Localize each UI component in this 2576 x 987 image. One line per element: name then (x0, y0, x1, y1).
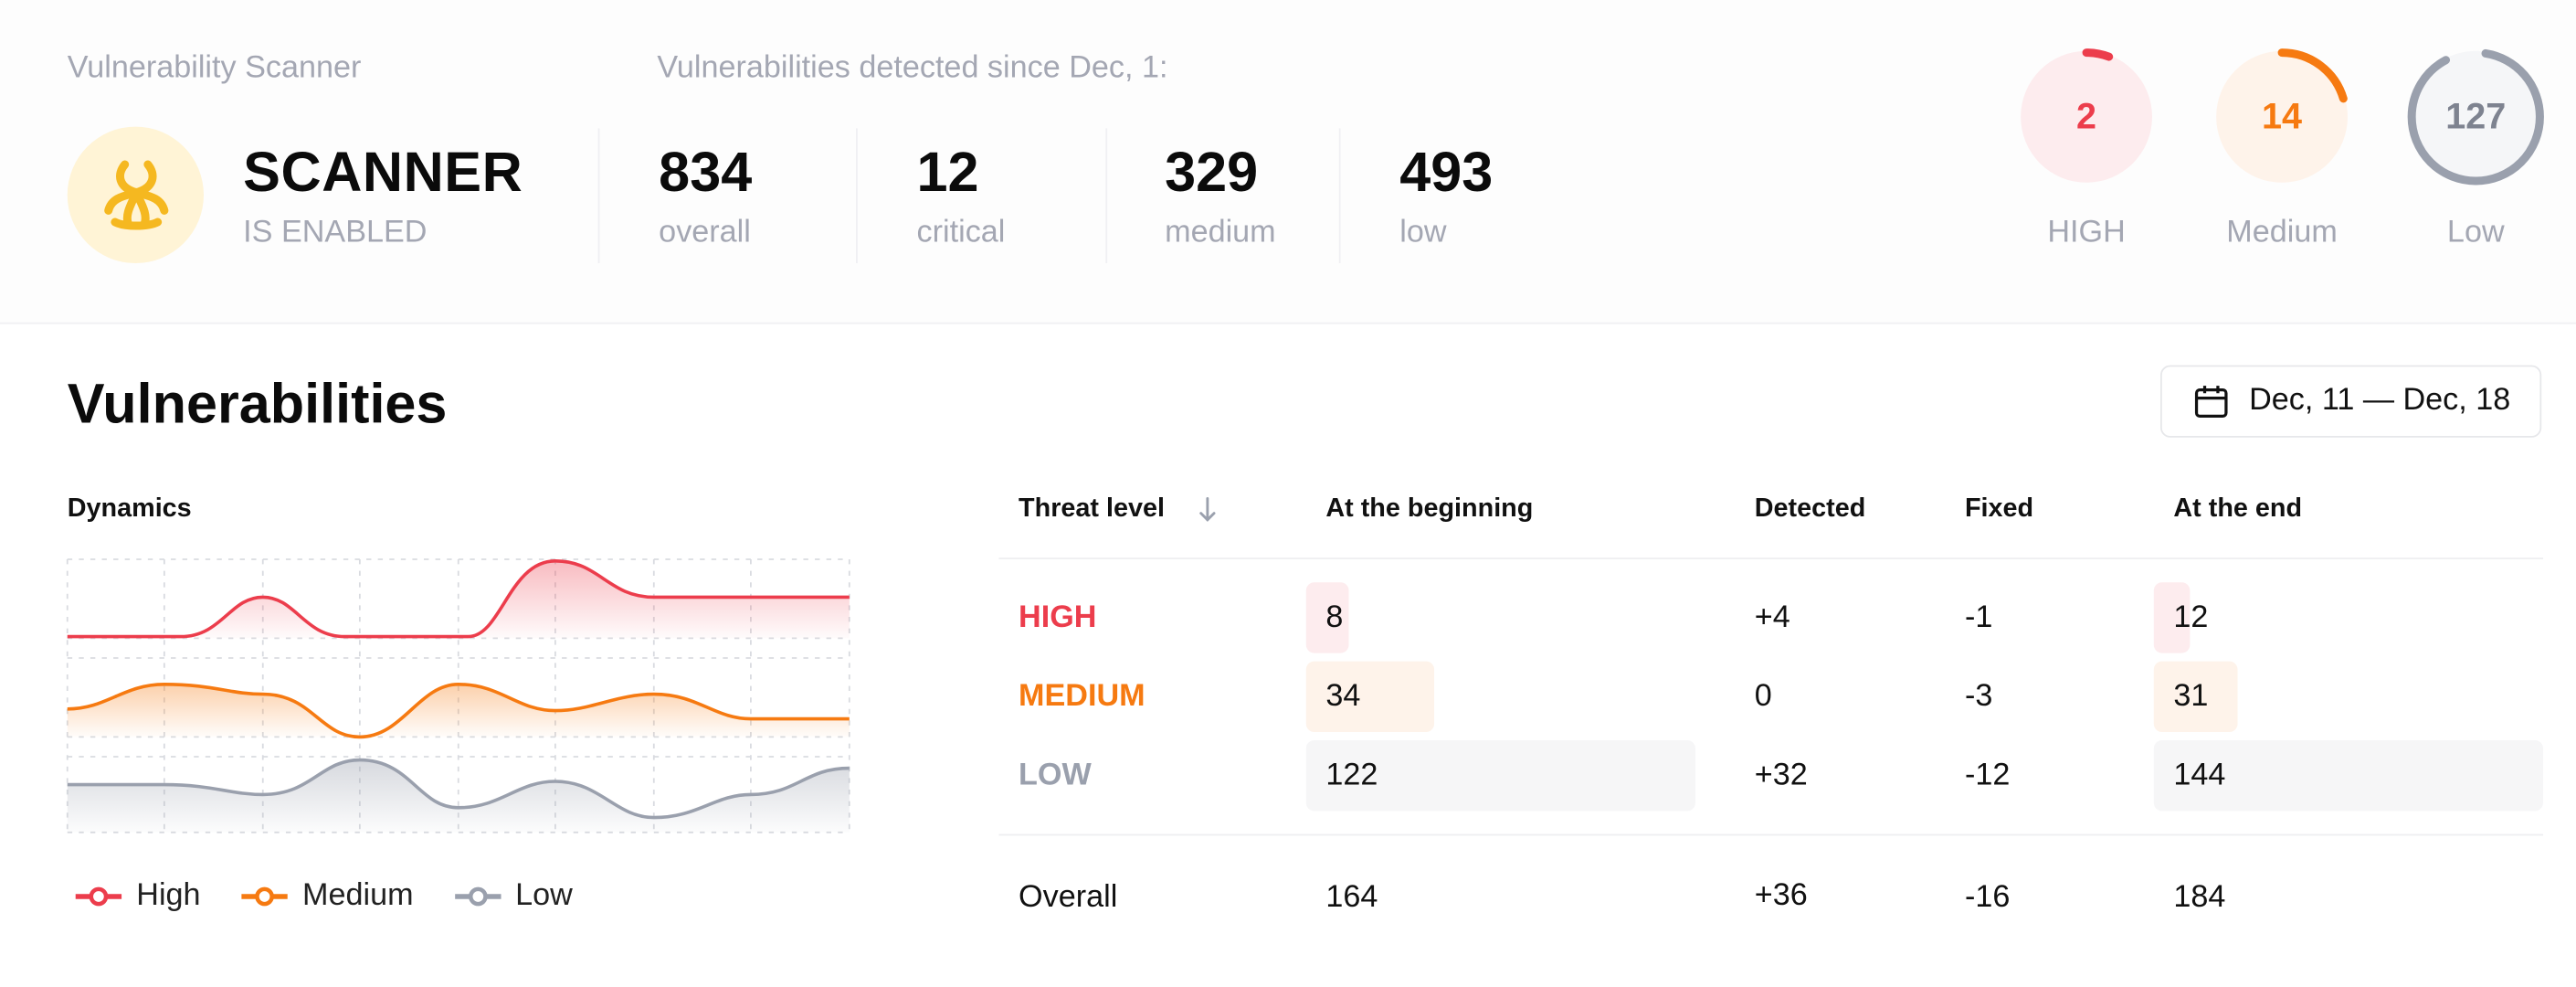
end-bar-low (2153, 740, 2544, 812)
stat-value: 834 (659, 141, 753, 205)
column-header-fixed[interactable]: Fixed (1964, 494, 2034, 524)
end-bar-high (2153, 582, 2191, 653)
cell-fixed: -3 (1964, 679, 1993, 715)
stat-value: 329 (1165, 141, 1259, 205)
total-begin: 164 (1325, 880, 1378, 915)
legend-label: Medium (302, 878, 414, 913)
column-header-threat-level[interactable]: Threat level (1019, 495, 1218, 525)
series-medium-line (67, 682, 850, 739)
biohazard-icon (103, 159, 168, 229)
cell-fixed: -1 (1964, 600, 1993, 635)
header-band (0, 0, 2576, 324)
scanner-badge (67, 126, 205, 263)
cell-end: 144 (2173, 758, 2226, 793)
gauge-low: 127 (2405, 46, 2547, 187)
stat-low: 493 low (1338, 128, 1571, 263)
gauge-ring (2407, 48, 2544, 186)
legend-label: High (136, 878, 201, 913)
dynamics-chart (66, 558, 850, 833)
cell-detected: +32 (1754, 758, 1808, 793)
threat-level-medium: MEDIUM (1019, 679, 1145, 715)
legend-label: Low (515, 878, 573, 913)
gauge-ring (2213, 48, 2350, 186)
date-range-button[interactable]: Dec, 11 — Dec, 18 (2159, 365, 2542, 438)
legend-marker-icon (75, 886, 122, 907)
stat-label: critical (916, 215, 1006, 250)
chart-legend: High Medium Low (74, 878, 612, 915)
cell-end: 31 (2173, 679, 2209, 715)
gauge-value: 2 (2076, 95, 2097, 137)
gauge-label: Low (2446, 215, 2505, 250)
arrow-down-icon (1199, 496, 1216, 522)
stat-label: low (1399, 215, 1447, 250)
gauge-ring (2018, 48, 2155, 186)
column-header-beginning[interactable]: At the beginning (1325, 494, 1534, 524)
legend-marker-icon (454, 886, 501, 907)
gauge-high: 2 (2016, 46, 2158, 187)
detected-since-label: Vulnerabilities detected since Dec, 1: (657, 50, 1168, 86)
total-fixed: -16 (1964, 880, 2011, 915)
cell-detected: 0 (1754, 679, 1772, 715)
app-title: Vulnerability Scanner (67, 50, 362, 86)
stat-value: 493 (1399, 141, 1494, 205)
threat-level-high: HIGH (1019, 600, 1097, 635)
series-low-line (67, 758, 850, 820)
begin-bar-low (1305, 740, 1696, 812)
scanner-status: IS ENABLED (243, 215, 428, 250)
begin-bar-medium (1305, 661, 1435, 732)
gauge-label: HIGH (2047, 215, 2126, 250)
series-high-area (67, 560, 850, 639)
column-label: Threat level (1019, 494, 1166, 524)
stat-medium: 329 medium (1105, 128, 1340, 263)
legend-item-high[interactable]: High (74, 878, 201, 915)
legend-marker-icon (241, 886, 288, 907)
cell-begin: 122 (1325, 758, 1378, 793)
cell-detected: +4 (1754, 600, 1790, 635)
legend-item-low[interactable]: Low (453, 878, 573, 915)
total-detected: +36 (1754, 878, 1808, 913)
stat-overall: 834 overall (597, 128, 856, 263)
series-low-area (67, 759, 850, 833)
threat-level-low: LOW (1019, 758, 1092, 793)
series-high-line (67, 558, 850, 639)
table-header-divider (998, 557, 2544, 559)
calendar-icon (2194, 386, 2228, 419)
total-label: Overall (1019, 880, 1118, 915)
dynamics-title: Dynamics (67, 494, 192, 524)
legend-item-medium[interactable]: Medium (240, 878, 414, 915)
stat-critical: 12 critical (856, 128, 1105, 263)
stat-value: 12 (916, 141, 979, 205)
total-end: 184 (2173, 880, 2226, 915)
section-title: Vulnerabilities (67, 373, 448, 436)
gauge-label: Medium (2226, 215, 2338, 250)
series-medium-area (67, 684, 850, 738)
cell-begin: 8 (1325, 600, 1344, 635)
table-total-divider (998, 833, 2544, 836)
end-bar-medium (2153, 661, 2238, 732)
column-header-end[interactable]: At the end (2173, 494, 2303, 524)
cell-end: 12 (2173, 600, 2209, 635)
scanner-title: SCANNER (243, 141, 523, 205)
cell-begin: 34 (1325, 679, 1361, 715)
begin-bar-high (1305, 582, 1349, 653)
date-range-label: Dec, 11 — Dec, 18 (2249, 383, 2511, 419)
stat-label: overall (659, 215, 751, 250)
column-header-detected[interactable]: Detected (1754, 494, 1866, 524)
gauge-value: 127 (2445, 95, 2507, 137)
cell-fixed: -12 (1964, 758, 2011, 793)
stat-label: medium (1165, 215, 1276, 250)
gauge-medium: 14 (2212, 46, 2353, 187)
gauge-value: 14 (2262, 95, 2303, 137)
